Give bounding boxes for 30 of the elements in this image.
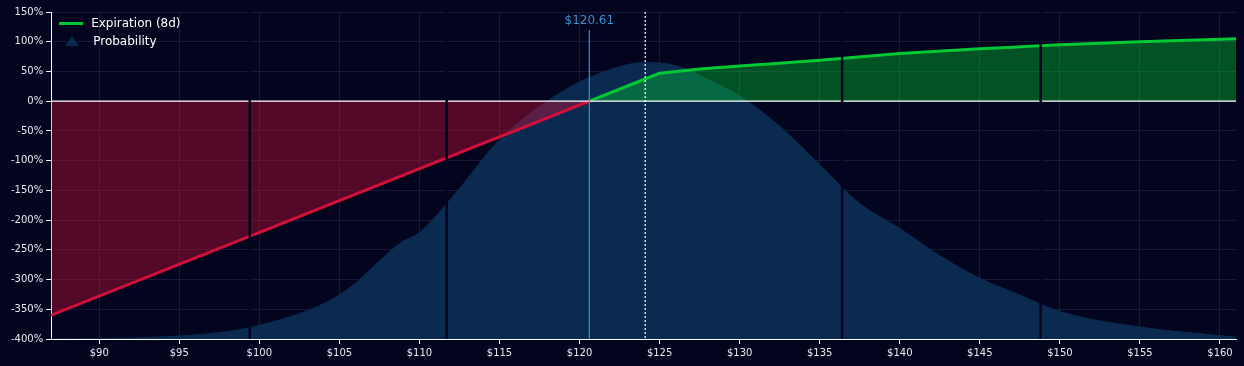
y-tick-label: -150%	[10, 183, 44, 195]
x-tick-label: $135	[806, 346, 833, 358]
x-tick-label: $105	[326, 346, 353, 358]
x-tick-label: $140	[887, 346, 913, 358]
x-tick-label: $160	[1207, 346, 1233, 358]
x-tick-label: $90	[89, 346, 109, 358]
x-tick-label: $155	[1127, 346, 1153, 358]
x-tick-label: $110	[406, 346, 433, 358]
y-tick-label: -100%	[10, 154, 44, 166]
y-tick-label: 150%	[14, 5, 44, 17]
x-tick-label: $95	[169, 346, 189, 358]
y-tick-label: 0%	[27, 94, 44, 106]
y-tick-label: -400%	[10, 332, 44, 344]
y-tick-label: -350%	[10, 302, 44, 314]
x-tick-label: $100	[246, 346, 273, 358]
x-tick-label: $145	[967, 346, 993, 358]
y-tick-label: 50%	[20, 65, 44, 77]
y-tick-label: -50%	[17, 124, 44, 136]
x-tick-label: $150	[1047, 346, 1073, 358]
y-tick-label: -300%	[10, 273, 44, 285]
y-tick-label: -200%	[10, 213, 44, 225]
y-tick-label: -250%	[10, 243, 44, 255]
ref-line-label: $120.61	[564, 13, 615, 28]
y-tick-label: 100%	[14, 35, 44, 47]
legend-label: Probability	[93, 34, 157, 48]
x-tick-label: $120	[566, 346, 593, 358]
legend-label: Expiration (8d)	[91, 16, 181, 30]
x-tick-label: $130	[726, 346, 753, 358]
x-tick-label: $125	[646, 346, 673, 358]
x-tick-label: $115	[486, 346, 513, 358]
